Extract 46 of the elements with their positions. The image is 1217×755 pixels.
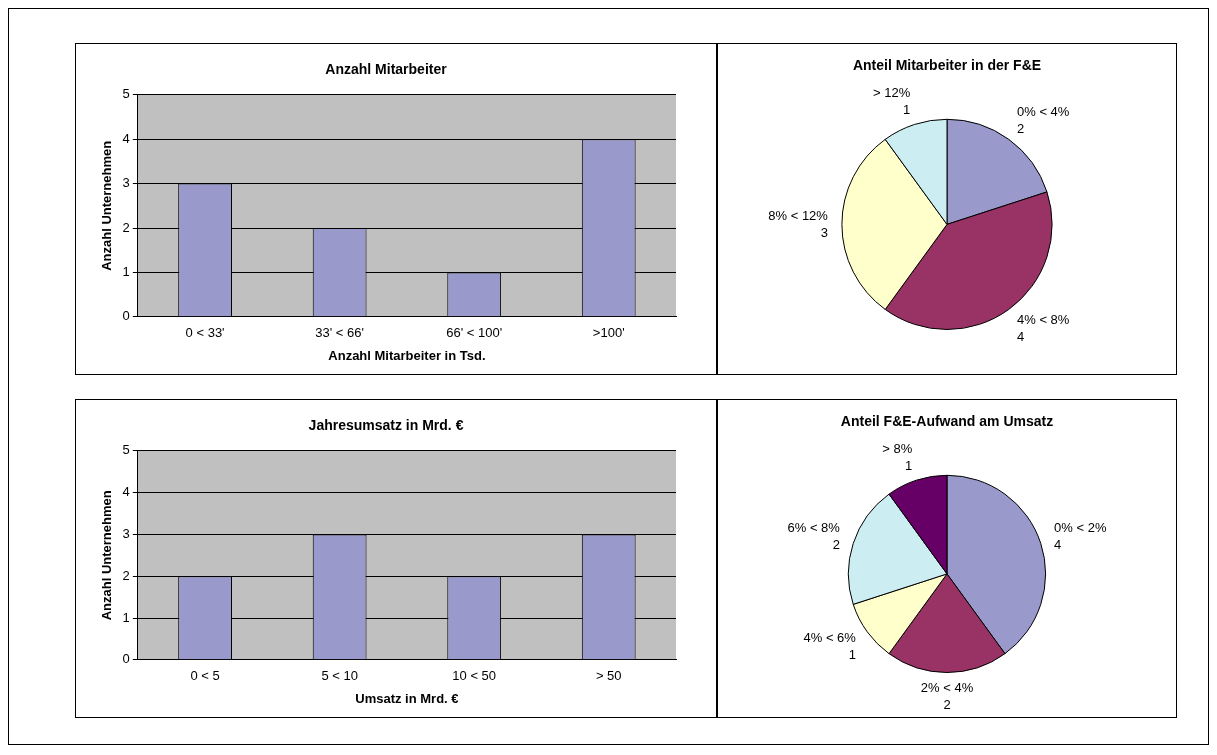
data-label: 2 xyxy=(832,536,840,552)
y-axis-title: Anzahl Unternehmen xyxy=(99,490,115,621)
y-tick-label: 2 xyxy=(122,567,130,583)
slice-label: > 8% xyxy=(882,440,913,456)
slice-label: 6% < 8% xyxy=(787,519,841,535)
x-tick-label: 10 < 50 xyxy=(452,668,497,684)
y-tick-label: 4 xyxy=(122,130,130,146)
x-tick-label: 66' < 100' xyxy=(446,325,503,341)
data-label: 1 xyxy=(904,457,913,473)
y-tick-label: 4 xyxy=(122,484,130,500)
data-label: 1 xyxy=(902,102,911,118)
slice-label: 4% < 6% xyxy=(803,629,857,645)
y-tick-label: 3 xyxy=(122,175,130,191)
y-axis-title: Anzahl Unternehmen xyxy=(99,140,115,271)
data-label: 3 xyxy=(820,224,828,240)
y-tick-label: 3 xyxy=(122,525,130,541)
y-tick-label: 5 xyxy=(122,86,130,102)
y-tick-label: 1 xyxy=(122,609,130,625)
data-label: 2 xyxy=(1017,120,1025,136)
x-tick-label: >100' xyxy=(592,325,625,341)
chart-title: Anzahl Mitarbeiter xyxy=(325,61,448,78)
x-tick-label: 0 < 5 xyxy=(190,668,220,684)
slice-label: 0% < 2% xyxy=(1054,519,1107,535)
y-tick-label: 2 xyxy=(122,219,130,235)
data-label: 4 xyxy=(1054,536,1062,552)
chart-title: Jahresumsatz in Mrd. € xyxy=(308,417,464,434)
y-tick-label: 0 xyxy=(122,308,130,324)
data-label: 4 xyxy=(1017,329,1025,345)
slice-label: 8% < 12% xyxy=(768,207,829,223)
x-axis-title: Anzahl Mitarbeiter in Tsd. xyxy=(328,347,486,363)
x-tick-label: 5 < 10 xyxy=(321,668,358,684)
x-tick-label: > 50 xyxy=(595,668,622,684)
chart-title: Anteil F&E-Aufwand am Umsatz xyxy=(840,413,1054,430)
data-label: 2 xyxy=(943,697,951,713)
slice-label: 2% < 4% xyxy=(920,680,974,696)
y-tick-label: 0 xyxy=(122,651,130,667)
x-axis-title: Umsatz in Mrd. € xyxy=(355,690,459,706)
slice-label: 0% < 4% xyxy=(1017,103,1070,119)
slice-label: > 12% xyxy=(872,85,911,101)
chart-title: Anteil Mitarbeiter in der F&E xyxy=(852,57,1042,74)
slice-label: 4% < 8% xyxy=(1017,312,1070,328)
y-tick-label: 5 xyxy=(122,442,130,458)
x-tick-label: 33' < 66' xyxy=(315,325,364,341)
x-tick-label: 0 < 33' xyxy=(185,325,225,341)
data-label: 1 xyxy=(848,646,856,662)
y-tick-label: 1 xyxy=(122,263,130,279)
